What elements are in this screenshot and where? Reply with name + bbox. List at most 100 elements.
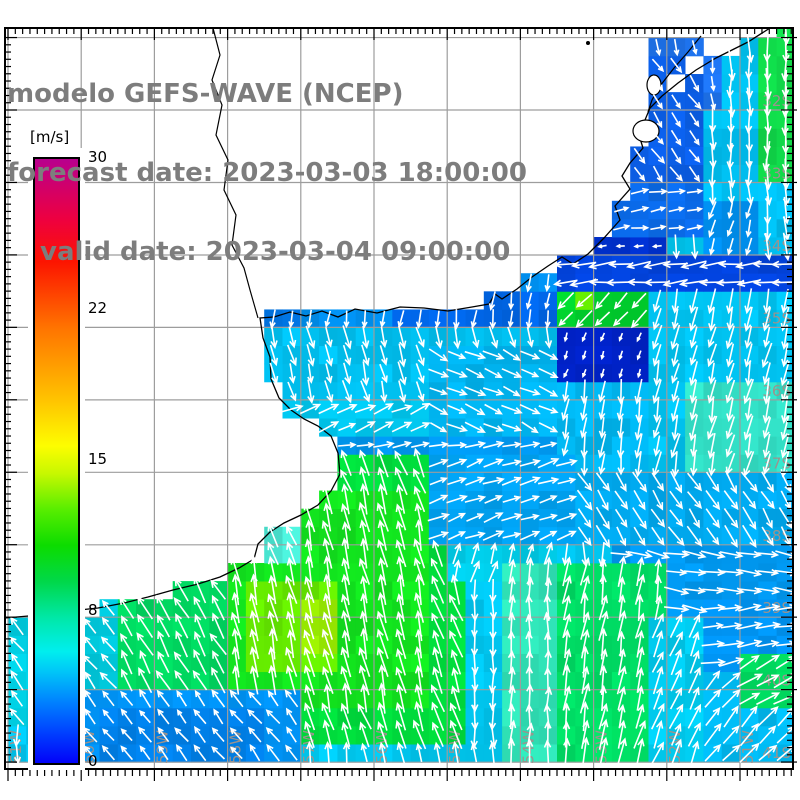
wind-arrow — [652, 75, 664, 92]
wind-arrow — [689, 326, 698, 349]
wind-arrow — [246, 709, 263, 725]
wind-arrow — [669, 613, 683, 638]
wind-arrow — [739, 655, 760, 670]
wind-arrow — [377, 466, 388, 496]
wind-arrow — [736, 621, 764, 630]
wind-arrow — [744, 325, 753, 350]
wind-arrow — [249, 743, 261, 762]
wind-arrow — [194, 689, 206, 707]
wind-arrow — [538, 405, 559, 414]
wind-arrow — [175, 630, 189, 658]
wind-arrow — [581, 350, 587, 361]
wind-arrow — [303, 646, 316, 678]
wind-arrow — [340, 503, 352, 531]
wind-arrow — [633, 720, 646, 749]
wind-arrow — [249, 609, 259, 642]
wind-arrow — [725, 452, 736, 476]
longitude-label: 52W — [666, 730, 684, 764]
wind-arrow — [432, 539, 444, 567]
wind-arrow — [780, 360, 790, 387]
wind-arrow — [360, 575, 368, 604]
wind-arrow — [502, 459, 522, 467]
wind-arrow — [538, 422, 559, 433]
wind-arrow — [739, 742, 760, 763]
wind-arrow — [646, 549, 671, 560]
wind-arrow — [341, 483, 350, 515]
wind-arrow — [544, 274, 551, 293]
wind-arrow — [324, 344, 334, 367]
wind-arrow — [394, 450, 409, 476]
wind-arrow — [598, 380, 606, 403]
wind-arrow — [285, 707, 298, 726]
wind-arrow — [508, 292, 515, 311]
wind-arrow — [490, 542, 498, 565]
wind-arrow — [544, 292, 551, 310]
wind-arrow — [691, 40, 698, 56]
wind-arrow — [689, 306, 699, 332]
wind-arrow — [501, 476, 523, 486]
wind-arrow — [598, 718, 609, 750]
wind-arrow — [743, 415, 754, 441]
wind-arrow — [707, 326, 717, 349]
wind-arrow — [84, 708, 96, 725]
wind-arrow — [744, 433, 753, 459]
wind-arrow — [466, 513, 485, 522]
wind-arrow — [741, 705, 758, 728]
wind-arrow — [471, 326, 480, 349]
wind-arrow — [464, 421, 486, 433]
wind-arrow — [616, 737, 627, 768]
wind-arrow — [563, 629, 571, 659]
wind-arrow — [466, 458, 485, 469]
wind-arrow — [636, 629, 645, 658]
wind-arrow — [652, 165, 663, 183]
wind-arrow — [763, 86, 772, 118]
colorbar-tick-label: 8 — [88, 601, 98, 619]
wind-arrow — [247, 691, 262, 706]
wind-arrow — [581, 542, 589, 568]
wind-arrow — [762, 507, 773, 529]
wind-arrow — [600, 350, 605, 361]
wind-arrow — [121, 615, 133, 637]
wind-arrow — [325, 327, 333, 348]
wind-arrow — [618, 368, 624, 379]
wind-arrow — [650, 702, 665, 730]
wind-arrow — [430, 422, 448, 433]
wind-arrow — [563, 368, 569, 379]
wind-arrow — [285, 610, 296, 641]
wind-arrow — [538, 367, 559, 378]
wind-arrow — [229, 746, 243, 760]
wind-arrow — [671, 343, 679, 368]
wind-arrow — [781, 324, 789, 351]
wind-arrow — [376, 502, 389, 532]
wind-arrow — [373, 440, 395, 449]
wind-arrow — [193, 708, 207, 725]
wind-arrow — [725, 434, 736, 458]
wind-arrow — [377, 519, 387, 551]
colorbar-gradient — [33, 157, 80, 765]
wind-arrow — [211, 594, 225, 621]
wind-arrow — [652, 324, 663, 350]
map-frame — [4, 27, 794, 770]
wind-arrow — [762, 307, 772, 332]
wind-arrow — [229, 709, 244, 724]
wind-arrow — [508, 542, 516, 564]
wind-arrow — [719, 551, 744, 559]
longitude-label: 51W — [739, 730, 757, 764]
wind-arrow — [723, 508, 739, 529]
wind-arrow — [446, 494, 468, 504]
wind-arrow — [321, 628, 334, 659]
wind-arrow — [248, 726, 262, 743]
wind-arrow — [281, 404, 304, 413]
wind-arrow — [598, 417, 606, 439]
wind-arrow — [655, 39, 662, 57]
wind-arrow — [157, 630, 170, 658]
wind-arrow — [764, 105, 772, 135]
wind-arrow — [415, 573, 423, 606]
wind-arrow — [341, 520, 350, 550]
wind-arrow — [396, 555, 405, 587]
wind-arrow — [414, 700, 424, 732]
wind-arrow — [742, 524, 757, 548]
wind-arrow — [763, 288, 771, 314]
wind-arrow — [395, 648, 406, 676]
wind-arrow — [431, 612, 445, 640]
